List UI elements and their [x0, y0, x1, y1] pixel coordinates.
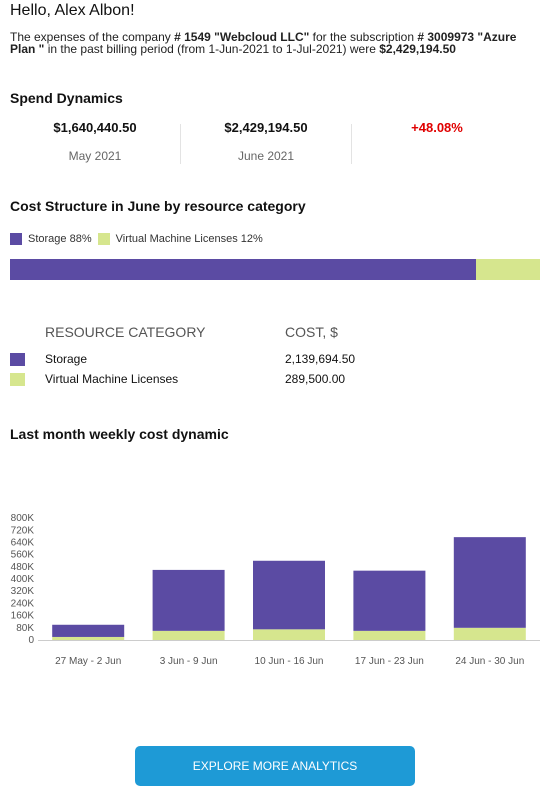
legend-swatch	[10, 233, 22, 245]
spend-delta: +48.08%	[352, 116, 522, 168]
table-row: Storage 2,139,694.50	[10, 352, 540, 368]
category-cost: 289,500.00	[285, 372, 346, 386]
legend-label: Virtual Machine Licenses 12%	[115, 233, 263, 245]
spend-dynamics-title: Spend Dynamics	[10, 90, 123, 106]
weekly-title: Last month weekly cost dynamic	[10, 426, 229, 442]
divider	[351, 124, 352, 164]
table-row: Virtual Machine Licenses 289,500.00	[10, 372, 540, 388]
greeting: Hello, Alex Albon!	[10, 2, 135, 19]
company-id: # 1549 "Webcloud LLC"	[174, 30, 310, 44]
spend-prev-month: $1,640,440.50 May 2021	[10, 116, 180, 168]
intro-part-3: in the past billing period (from 1-Jun-2…	[44, 42, 380, 56]
y-tick-label: 0	[28, 635, 34, 646]
bar-virtual-machine-licenses	[52, 636, 125, 640]
bar-storage	[52, 624, 125, 637]
category-name: Storage	[45, 352, 88, 366]
x-tick-label: 10 Jun - 16 Jun	[255, 656, 324, 667]
category-cost: 2,139,694.50	[285, 352, 356, 366]
legend-item-storage: Storage 88%	[10, 233, 92, 245]
bar-storage	[152, 569, 225, 631]
y-tick-label: 400K	[11, 574, 35, 585]
y-tick-label: 640K	[11, 537, 35, 548]
intro-part-1: The expenses of the company	[10, 30, 175, 44]
cost-structure-legend: Storage 88% Virtual Machine Licenses 12%	[10, 233, 269, 245]
total-amount: $2,429,194.50	[379, 42, 456, 56]
cost-structure-title: Cost Structure in June by resource categ…	[10, 198, 306, 214]
spend-curr-value: $2,429,194.50	[224, 120, 308, 135]
y-tick-label: 320K	[11, 586, 35, 597]
y-tick-label: 800K	[11, 513, 35, 524]
bar-storage	[353, 570, 426, 631]
y-tick-label: 560K	[11, 550, 35, 561]
spend-prev-label: May 2021	[68, 149, 122, 163]
column-header-cost: COST, $	[285, 324, 338, 340]
legend-label: Storage 88%	[28, 233, 92, 245]
x-tick-label: 3 Jun - 9 Jun	[160, 656, 218, 667]
cost-segment-storage	[10, 259, 477, 280]
x-tick-label: 27 May - 2 Jun	[55, 656, 121, 667]
bar-virtual-machine-licenses	[152, 630, 225, 640]
spend-curr-month: $2,429,194.50 June 2021	[181, 116, 351, 168]
intro-part-2: for the subscription	[309, 30, 418, 44]
spend-dynamics: $1,640,440.50 May 2021 $2,429,194.50 Jun…	[0, 116, 546, 168]
subscription-id: # 3009973 "Azure Plan "	[10, 30, 517, 56]
legend-swatch	[97, 233, 110, 245]
y-tick-label: 80K	[16, 623, 34, 634]
y-tick-label: 240K	[11, 598, 35, 609]
spend-delta-value: +48.08%	[411, 120, 463, 135]
category-swatch	[10, 373, 25, 386]
column-header-category: RESOURCE CATEGORY	[45, 324, 206, 340]
spend-prev-value: $1,640,440.50	[53, 120, 137, 135]
bar-storage	[453, 537, 526, 628]
category-swatch	[10, 353, 25, 366]
legend-item-vm-licenses: Virtual Machine Licenses 12%	[97, 233, 263, 245]
y-tick-label: 160K	[11, 611, 35, 622]
bar-virtual-machine-licenses	[353, 630, 426, 640]
cost-structure-bar	[10, 259, 540, 280]
divider	[180, 124, 181, 164]
x-tick-label: 17 Jun - 23 Jun	[355, 656, 424, 667]
cost-segment-vm-licenses	[476, 259, 540, 280]
spend-curr-label: June 2021	[237, 149, 295, 163]
bar-virtual-machine-licenses	[453, 627, 526, 640]
y-tick-label: 480K	[11, 562, 35, 573]
y-tick-label: 720K	[11, 525, 35, 536]
x-tick-label: 24 Jun - 30 Jun	[455, 656, 524, 667]
intro-text: The expenses of the company # 1549 "Webc…	[10, 31, 540, 55]
category-name: Virtual Machine Licenses	[45, 372, 179, 386]
bar-storage	[253, 560, 325, 630]
explore-analytics-button[interactable]: EXPLORE MORE ANALYTICS	[135, 746, 415, 786]
bar-virtual-machine-licenses	[253, 629, 325, 640]
